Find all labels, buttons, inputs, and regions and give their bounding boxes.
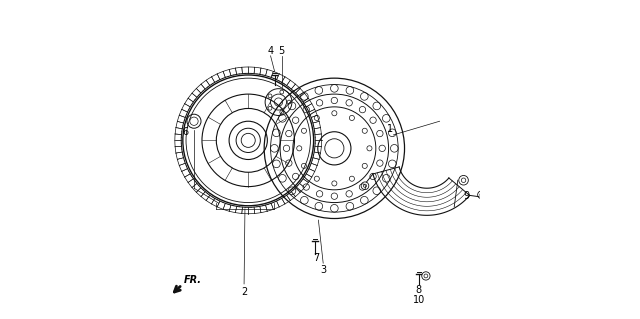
Text: 10: 10 [413,295,425,305]
Text: 1: 1 [387,124,393,134]
Text: 8: 8 [416,285,422,295]
Text: 6: 6 [182,127,188,137]
Text: 9: 9 [463,191,469,201]
Text: 7: 7 [314,253,320,263]
Text: FR.: FR. [184,275,202,285]
Text: 5: 5 [278,46,285,56]
Text: 3: 3 [320,264,326,275]
Text: 2: 2 [241,287,247,297]
Text: 4: 4 [268,46,274,56]
